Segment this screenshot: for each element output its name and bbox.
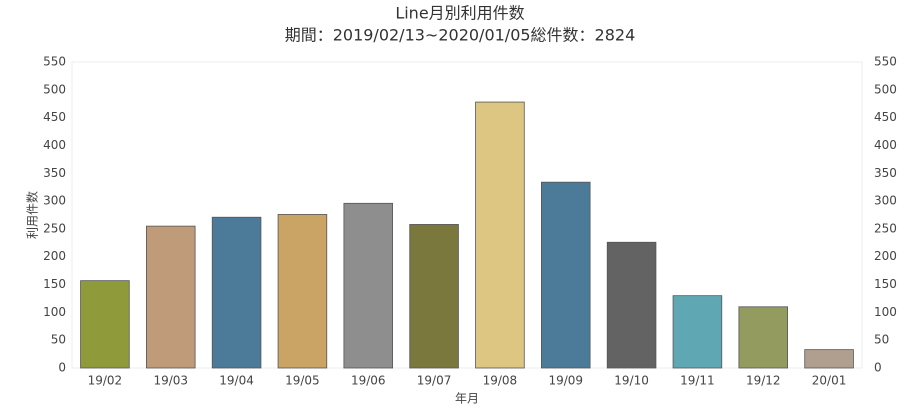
x-tick-label: 19/08 bbox=[483, 374, 518, 388]
y2-tick-label: 100 bbox=[874, 305, 897, 319]
bar bbox=[475, 101, 525, 369]
bar bbox=[409, 224, 459, 369]
x-tick-label: 19/11 bbox=[680, 374, 715, 388]
y2-tick-label: 200 bbox=[874, 249, 897, 263]
y-tick-label: 550 bbox=[43, 55, 66, 69]
x-tick-label: 20/01 bbox=[812, 374, 847, 388]
y2-tick-label: 550 bbox=[874, 55, 897, 69]
bar bbox=[804, 349, 854, 369]
y-tick-label: 250 bbox=[43, 221, 66, 235]
y-tick-label: 350 bbox=[43, 166, 66, 180]
y-tick-label: 200 bbox=[43, 249, 66, 263]
y-tick-label: 150 bbox=[43, 277, 66, 291]
x-tick-label: 19/04 bbox=[219, 374, 254, 388]
y2-tick-label: 150 bbox=[874, 277, 897, 291]
y2-tick-label: 250 bbox=[874, 221, 897, 235]
x-axis-label: 年月 bbox=[455, 392, 479, 406]
y-tick-label: 500 bbox=[43, 82, 66, 96]
bar bbox=[606, 241, 657, 369]
bar bbox=[540, 181, 591, 369]
x-tick-label: 19/03 bbox=[153, 374, 188, 388]
plot-area bbox=[71, 61, 863, 369]
y2-tick-label: 50 bbox=[874, 333, 889, 347]
x-tick-label: 19/12 bbox=[746, 374, 781, 388]
y-axis-label: 利用件数 bbox=[25, 191, 40, 239]
x-tick-label: 19/07 bbox=[417, 374, 452, 388]
y2-tick-label: 500 bbox=[874, 82, 897, 96]
bar bbox=[343, 202, 394, 369]
y-tick-label: 300 bbox=[43, 194, 66, 208]
chart-title: Line月別利用件数 bbox=[395, 4, 524, 23]
y-tick-label: 450 bbox=[43, 110, 66, 124]
y-tick-label: 400 bbox=[43, 138, 66, 152]
x-tick-label: 19/02 bbox=[88, 374, 123, 388]
bar bbox=[211, 216, 262, 369]
bar bbox=[738, 306, 789, 369]
y2-tick-label: 300 bbox=[874, 194, 897, 208]
y-tick-label: 100 bbox=[43, 305, 66, 319]
chart-subtitle: 期間：2019/02/13~2020/01/05総件数：2824 bbox=[285, 26, 636, 45]
bar bbox=[672, 295, 723, 369]
y-tick-label: 0 bbox=[58, 361, 66, 375]
y2-tick-label: 400 bbox=[874, 138, 897, 152]
y-tick-label: 50 bbox=[51, 333, 66, 347]
x-tick-label: 19/05 bbox=[285, 374, 320, 388]
bar bbox=[277, 214, 328, 369]
y2-tick-label: 450 bbox=[874, 110, 897, 124]
x-tick-label: 19/09 bbox=[548, 374, 583, 388]
bar bbox=[80, 280, 130, 369]
x-tick-label: 19/10 bbox=[614, 374, 649, 388]
bar bbox=[145, 225, 196, 369]
x-tick-label: 19/06 bbox=[351, 374, 386, 388]
y2-tick-label: 350 bbox=[874, 166, 897, 180]
y2-tick-label: 0 bbox=[874, 361, 882, 375]
